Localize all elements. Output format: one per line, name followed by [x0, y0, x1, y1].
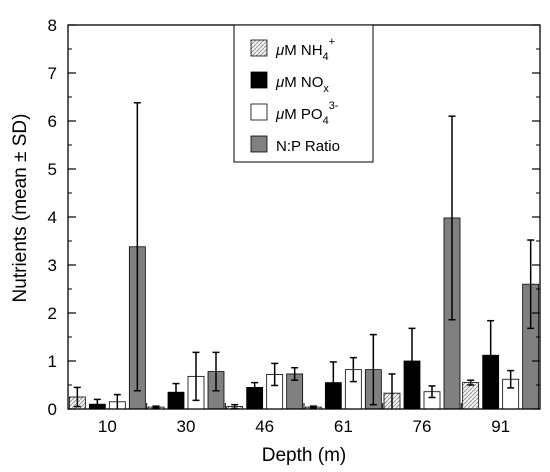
y-tick-label: 4 [48, 208, 57, 227]
y-tick-label: 2 [48, 304, 57, 323]
x-tick-label: 46 [255, 417, 274, 436]
y-axis-title: Nutrients (mean ± SD) [10, 114, 31, 303]
axes-layer: 0 1 2 3 4 5 6 7 8 10 30 46 61 76 91 [48, 16, 541, 436]
y-tick-label: 7 [48, 64, 57, 83]
legend: μM NH4+ μM NOx μM PO43- N:P Ratio [233, 24, 374, 163]
bar-nh4 [462, 382, 480, 410]
legend-label-nox: μM NOx [275, 74, 329, 95]
x-tick-label: 10 [98, 417, 117, 436]
x-tick-label: 61 [334, 417, 353, 436]
legend-swatch-po4 [250, 103, 268, 121]
legend-label-po4: μM PO43- [275, 100, 339, 127]
legend-label-np: N:P Ratio [276, 138, 340, 155]
y-tick-label: 1 [48, 352, 57, 371]
y-tick-label: 3 [48, 256, 57, 275]
y-tick-label: 0 [48, 400, 57, 419]
legend-label-nh4: μM NH4+ [275, 36, 335, 63]
legend-swatch-nh4 [250, 39, 268, 57]
x-tick-label: 91 [491, 417, 510, 436]
x-tick-label: 76 [413, 417, 432, 436]
x-axis-title: Depth (m) [262, 445, 346, 466]
legend-swatch-np [250, 135, 268, 153]
y-tick-label: 5 [48, 160, 57, 179]
y-tick-label: 6 [48, 112, 57, 131]
y-tick-label: 8 [48, 16, 57, 35]
x-tick-label: 30 [177, 417, 196, 436]
legend-swatch-nox [250, 71, 268, 89]
